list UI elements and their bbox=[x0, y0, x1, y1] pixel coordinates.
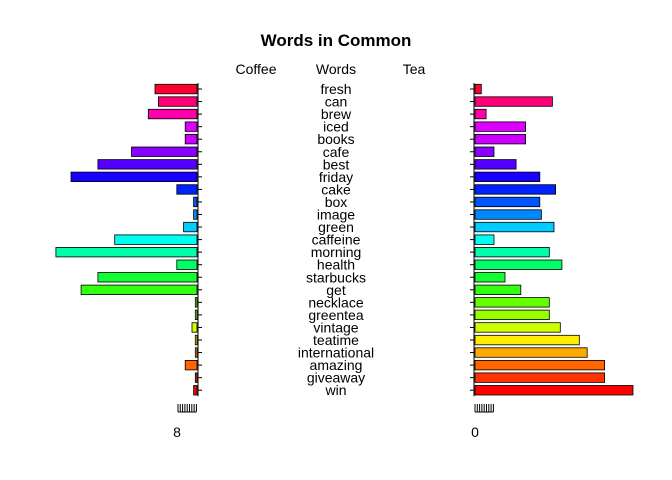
word-label-green: green bbox=[318, 219, 354, 235]
word-label-cafe: cafe bbox=[323, 144, 350, 160]
coffee-bar-friday bbox=[70, 171, 198, 183]
word-label-get: get bbox=[326, 282, 346, 298]
tea-bar-health bbox=[474, 259, 563, 270]
coffee-bar-cafe bbox=[131, 146, 198, 157]
tea-bar-get bbox=[474, 284, 522, 296]
tea-bar-amazing bbox=[474, 359, 606, 371]
word-label-brew: brew bbox=[321, 106, 352, 122]
coffee-bars bbox=[55, 83, 198, 396]
coffee-bar-amazing bbox=[184, 359, 198, 371]
word-label-health: health bbox=[317, 257, 355, 273]
chart-title: Words in Common bbox=[261, 31, 412, 50]
coffee-axis bbox=[177, 83, 202, 413]
word-label-iced: iced bbox=[323, 119, 349, 135]
coffee-bar-brew bbox=[147, 108, 198, 120]
word-label-necklace: necklace bbox=[308, 294, 363, 310]
tea-bar-image bbox=[474, 209, 542, 220]
tea-bar-iced bbox=[474, 121, 526, 132]
tea-bar-green bbox=[474, 221, 555, 233]
word-label-image: image bbox=[317, 207, 355, 223]
tea-axis bbox=[470, 83, 494, 413]
word-label-teatime: teatime bbox=[313, 332, 359, 348]
coffee-bar-teatime bbox=[194, 334, 198, 346]
coffee-bar-greentea bbox=[194, 309, 198, 321]
tea-bar-brew bbox=[474, 108, 487, 120]
tea-bar-vintage bbox=[474, 322, 561, 333]
word-labels: freshcanbrewicedbookscafebestfridaycakeb… bbox=[298, 81, 374, 398]
header-tea: Tea bbox=[403, 61, 426, 77]
coffee-bar-cake bbox=[176, 184, 198, 195]
coffee-bar-necklace bbox=[194, 297, 198, 308]
coffee-bar-vintage bbox=[191, 322, 198, 333]
word-label-starbucks: starbucks bbox=[306, 269, 366, 285]
tea-bar-necklace bbox=[474, 297, 550, 308]
tea-bar-morning bbox=[474, 246, 550, 258]
coffee-bar-caffeine bbox=[114, 234, 198, 245]
word-label-friday: friday bbox=[319, 169, 353, 185]
coffee-bar-image bbox=[193, 209, 198, 220]
coffee-bar-starbucks bbox=[97, 272, 198, 283]
word-label-cake: cake bbox=[321, 181, 351, 197]
word-label-international: international bbox=[298, 345, 374, 361]
word-label-books: books bbox=[317, 131, 354, 147]
coffee-bar-international bbox=[194, 347, 198, 358]
tea-bar-books bbox=[474, 133, 526, 145]
word-label-fresh: fresh bbox=[320, 81, 351, 97]
word-label-can: can bbox=[325, 94, 348, 110]
coffee-bar-fresh bbox=[154, 83, 198, 95]
tea-bar-teatime bbox=[474, 334, 580, 346]
word-label-box: box bbox=[325, 194, 348, 210]
tea-axis-tick-label: 0 bbox=[471, 424, 479, 440]
tea-bar-giveaway bbox=[474, 372, 606, 383]
coffee-bar-get bbox=[80, 284, 198, 296]
coffee-bar-box bbox=[193, 196, 198, 208]
header-words: Words bbox=[316, 61, 356, 77]
word-label-morning: morning bbox=[311, 244, 362, 260]
coffee-bar-morning bbox=[55, 246, 198, 258]
coffee-bar-books bbox=[184, 133, 198, 145]
tea-bar-greentea bbox=[474, 309, 550, 321]
tea-bar-win bbox=[474, 385, 634, 396]
tea-bars bbox=[474, 83, 634, 396]
tea-bar-international bbox=[474, 347, 588, 358]
coffee-bar-health bbox=[176, 259, 198, 270]
word-label-amazing: amazing bbox=[310, 357, 363, 373]
tea-bar-best bbox=[474, 159, 517, 170]
tea-bar-box bbox=[474, 196, 541, 208]
word-label-greentea: greentea bbox=[308, 307, 363, 323]
tea-bar-starbucks bbox=[474, 272, 506, 283]
tea-bar-caffeine bbox=[474, 234, 495, 245]
coffee-bar-iced bbox=[184, 121, 198, 132]
coffee-axis-tick-label: 8 bbox=[173, 424, 181, 440]
tea-bar-friday bbox=[474, 171, 541, 183]
word-label-best: best bbox=[323, 156, 350, 172]
word-label-giveaway: giveaway bbox=[307, 370, 365, 386]
tea-bar-fresh bbox=[474, 83, 482, 95]
coffee-bar-can bbox=[157, 96, 198, 107]
coffee-bar-win bbox=[193, 385, 198, 396]
coffee-bar-green bbox=[183, 221, 198, 233]
tea-bar-cafe bbox=[474, 146, 495, 157]
word-label-caffeine: caffeine bbox=[312, 232, 361, 248]
word-label-win: win bbox=[324, 382, 346, 398]
coffee-bar-giveaway bbox=[194, 372, 198, 383]
coffee-bar-best bbox=[97, 159, 198, 170]
tea-bar-cake bbox=[474, 184, 556, 195]
word-label-vintage: vintage bbox=[313, 320, 358, 336]
tea-bar-can bbox=[474, 96, 553, 107]
header-coffee: Coffee bbox=[236, 61, 277, 77]
